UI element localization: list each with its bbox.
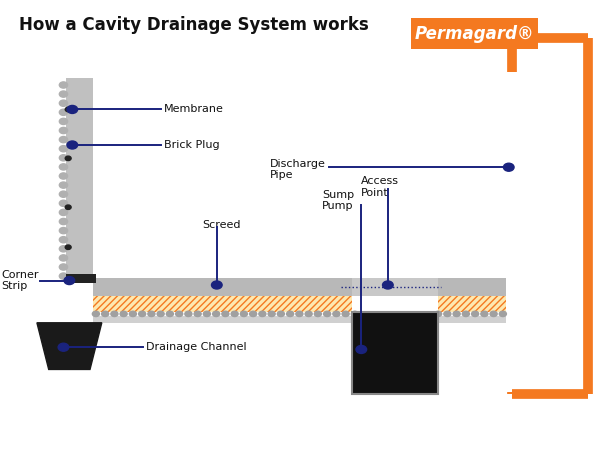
Circle shape <box>222 311 229 316</box>
Circle shape <box>356 346 367 353</box>
Circle shape <box>139 311 146 316</box>
Circle shape <box>59 246 68 252</box>
Circle shape <box>120 311 127 316</box>
Circle shape <box>166 311 173 316</box>
Bar <box>438 279 506 296</box>
Text: Sump
Pump: Sump Pump <box>322 190 354 212</box>
Circle shape <box>268 311 275 316</box>
Bar <box>93 279 352 296</box>
Circle shape <box>59 100 68 106</box>
Circle shape <box>352 311 358 316</box>
Circle shape <box>287 311 293 316</box>
Circle shape <box>65 107 71 112</box>
Circle shape <box>241 311 247 316</box>
Circle shape <box>59 273 68 279</box>
Circle shape <box>444 311 451 316</box>
Text: Drainage Channel: Drainage Channel <box>146 342 247 352</box>
Text: Membrane: Membrane <box>164 104 224 114</box>
Text: Brick Plug: Brick Plug <box>164 140 220 150</box>
Circle shape <box>323 311 331 316</box>
Circle shape <box>194 311 201 316</box>
Circle shape <box>472 311 479 316</box>
Text: How a Cavity Drainage System works: How a Cavity Drainage System works <box>19 16 369 34</box>
Circle shape <box>59 237 68 243</box>
Circle shape <box>481 311 488 316</box>
Bar <box>352 312 438 394</box>
Circle shape <box>212 311 220 316</box>
Circle shape <box>211 281 222 289</box>
Text: Permagard®: Permagard® <box>415 25 535 43</box>
Circle shape <box>453 311 460 316</box>
Circle shape <box>277 311 284 316</box>
Circle shape <box>176 311 182 316</box>
Circle shape <box>342 311 349 316</box>
Circle shape <box>101 311 109 316</box>
Circle shape <box>59 118 68 125</box>
Polygon shape <box>37 323 102 369</box>
Circle shape <box>333 311 340 316</box>
Bar <box>93 316 506 323</box>
Circle shape <box>383 281 393 289</box>
Circle shape <box>59 200 68 207</box>
Circle shape <box>185 311 192 316</box>
Circle shape <box>59 109 68 115</box>
Text: Access
Point: Access Point <box>361 176 400 198</box>
Circle shape <box>58 343 69 351</box>
Circle shape <box>463 311 469 316</box>
Circle shape <box>59 82 68 88</box>
Circle shape <box>231 311 238 316</box>
Circle shape <box>59 173 68 179</box>
Circle shape <box>59 228 68 234</box>
Bar <box>93 296 352 312</box>
Circle shape <box>59 255 68 261</box>
Circle shape <box>67 141 77 149</box>
Circle shape <box>59 191 68 197</box>
Circle shape <box>65 245 71 249</box>
Circle shape <box>499 311 506 316</box>
Circle shape <box>59 164 68 170</box>
Circle shape <box>314 311 322 316</box>
Circle shape <box>67 105 77 113</box>
Text: Screed: Screed <box>202 220 241 230</box>
Bar <box>352 279 438 296</box>
Circle shape <box>64 277 74 284</box>
Circle shape <box>59 146 68 152</box>
Circle shape <box>65 156 71 161</box>
Circle shape <box>434 311 442 316</box>
Circle shape <box>59 264 68 270</box>
Bar <box>438 296 506 312</box>
Text: Discharge
Pipe: Discharge Pipe <box>270 159 326 180</box>
Circle shape <box>250 311 257 316</box>
Bar <box>67 78 93 279</box>
Circle shape <box>59 155 68 161</box>
Circle shape <box>157 311 164 316</box>
Circle shape <box>59 218 68 225</box>
Bar <box>67 274 96 283</box>
Circle shape <box>130 311 136 316</box>
Circle shape <box>503 163 514 171</box>
Text: Corner
Strip: Corner Strip <box>2 270 39 291</box>
Circle shape <box>59 182 68 188</box>
Circle shape <box>490 311 497 316</box>
Circle shape <box>59 136 68 143</box>
Circle shape <box>92 311 100 316</box>
Circle shape <box>203 311 211 316</box>
Circle shape <box>148 311 155 316</box>
Circle shape <box>296 311 303 316</box>
Circle shape <box>111 311 118 316</box>
Circle shape <box>305 311 312 316</box>
Bar <box>412 18 538 50</box>
Circle shape <box>65 205 71 209</box>
Circle shape <box>59 127 68 134</box>
Circle shape <box>59 91 68 97</box>
Circle shape <box>59 209 68 216</box>
Circle shape <box>259 311 266 316</box>
